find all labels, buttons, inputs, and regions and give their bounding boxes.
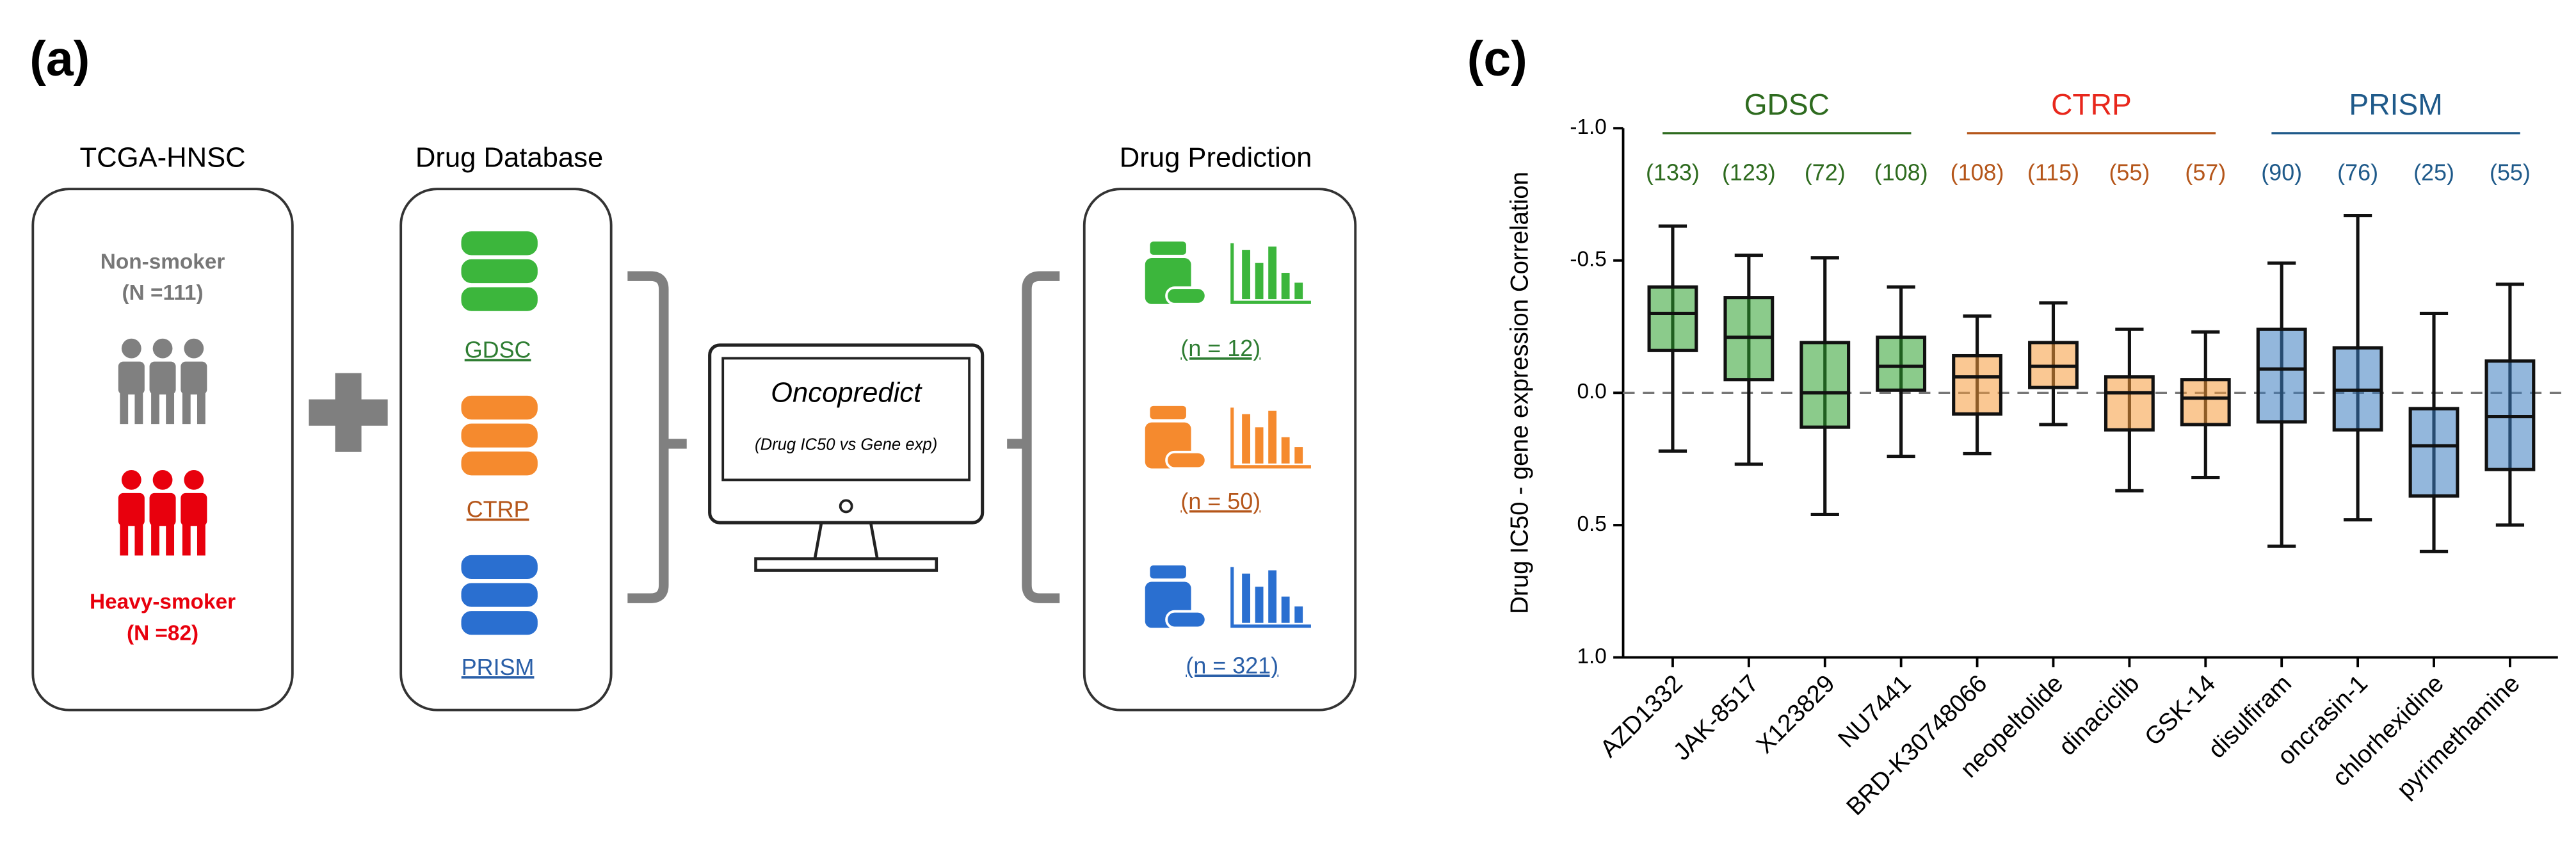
n-label: (90) (2261, 159, 2302, 186)
box (2408, 407, 2459, 498)
prediction-box (1083, 188, 1357, 711)
monitor-screen (721, 357, 971, 482)
n-label: (55) (2109, 159, 2150, 186)
box (2104, 375, 2155, 432)
box (1647, 285, 1698, 352)
group-label: Non-smoker (101, 250, 225, 273)
n-label: (55) (2490, 159, 2531, 186)
drug-icon (1145, 405, 1311, 470)
prediction-label: (n = 12) (1180, 335, 1260, 361)
database-label: CTRP (467, 496, 529, 523)
n-label: (123) (1722, 159, 1776, 186)
x-tick-label: X123829 (1751, 670, 1840, 759)
bracket (627, 271, 687, 603)
database-icon (458, 393, 540, 478)
bracket (1007, 271, 1060, 603)
x-tick-label: BRD-K30748066 (1841, 670, 1992, 821)
plot: -1.0-0.50.00.51.0GDSC(133)AZD1332(123)JA… (1570, 88, 2566, 821)
n-label: (57) (2185, 159, 2226, 186)
n-label: (25) (2413, 159, 2454, 186)
n-label: (115) (2027, 159, 2079, 186)
n-label: (72) (1805, 159, 1846, 186)
n-label: (108) (1874, 159, 1928, 186)
database-label: GDSC (465, 337, 531, 363)
y-tick-label: -1.0 (1570, 115, 1606, 139)
tool-name: Oncopredict (771, 377, 922, 408)
box (1952, 353, 2003, 416)
monitor-stand (754, 522, 938, 572)
panel-label: (c) (1467, 31, 1527, 86)
database-icon (458, 552, 540, 638)
database-label: PRISM (462, 654, 535, 680)
y-tick-label: 0.0 (1577, 380, 1606, 403)
n-label: (76) (2337, 159, 2378, 186)
cohort-title: TCGA-HNSC (79, 142, 245, 173)
box (2180, 378, 2231, 426)
tool-note: (Drug IC50 vs Gene exp) (755, 435, 937, 453)
drug-icon (1145, 241, 1311, 305)
people-icon (118, 338, 207, 425)
y-tick-label: 0.5 (1577, 512, 1606, 536)
cohort-box (31, 188, 294, 711)
database-box (399, 188, 613, 711)
group-n: (N =111) (122, 281, 204, 305)
y-axis-label: Drug IC50 - gene expression Correlation (1506, 172, 1534, 614)
panel-label: (a) (29, 31, 90, 86)
box (1799, 341, 1851, 429)
group-label: PRISM (2349, 88, 2442, 121)
drug-icon (1145, 565, 1311, 630)
prediction-label: (n = 321) (1186, 652, 1278, 678)
group-label: CTRP (2051, 88, 2132, 121)
monitor (708, 343, 985, 524)
database-title: Drug Database (415, 142, 603, 173)
n-label: (108) (1951, 159, 2004, 186)
x-tick-label: dinaciclib (2054, 670, 2145, 761)
n-label: (133) (1646, 159, 1700, 186)
group-label: GDSC (1744, 88, 1830, 121)
plus-icon (309, 373, 388, 452)
box (1876, 336, 1927, 392)
y-tick-label: 1.0 (1577, 644, 1606, 668)
prediction-label: (n = 50) (1180, 488, 1260, 514)
group-label: Heavy-smoker (90, 590, 236, 614)
y-tick-label: -0.5 (1570, 248, 1606, 272)
box (2256, 327, 2307, 424)
prediction-title: Drug Prediction (1120, 142, 1312, 173)
database-icon (458, 229, 540, 314)
people-icon (118, 470, 207, 556)
monitor-button (839, 499, 853, 514)
group-n: (N =82) (127, 621, 198, 645)
